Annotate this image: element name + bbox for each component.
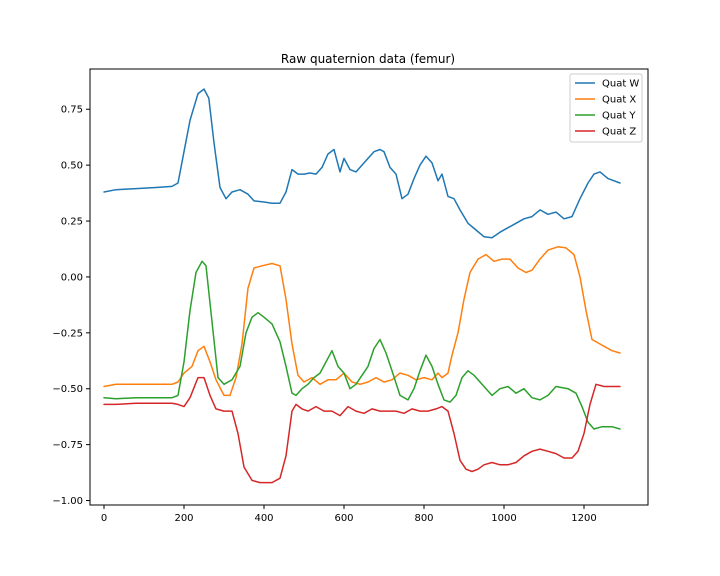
y-tick-label: 0.25 bbox=[61, 217, 83, 228]
legend-box bbox=[569, 73, 643, 143]
x-tick-label: 1000 bbox=[491, 513, 516, 524]
y-tick-label: 0.00 bbox=[61, 272, 83, 283]
legend: Quat W Quat X Quat Y Quat Z bbox=[569, 73, 643, 143]
y-tick-label: −1.00 bbox=[52, 496, 83, 507]
plot-area bbox=[103, 88, 621, 484]
legend-label: Quat Z bbox=[602, 127, 636, 138]
y-tick-label: −0.50 bbox=[52, 384, 83, 395]
y-tick-label: −0.25 bbox=[52, 328, 83, 339]
plot-frame bbox=[89, 68, 649, 506]
y-tick-label: −0.75 bbox=[52, 440, 83, 451]
y-axis: −1.00 −0.75 −0.50 −0.25 0.00 0.25 0.50 0.75 bbox=[52, 105, 90, 507]
legend-label: Quat W bbox=[602, 79, 639, 90]
chart-title: Raw quaternion data (femur) bbox=[281, 52, 455, 66]
x-tick-label: 800 bbox=[414, 513, 433, 524]
series-line-quat-x bbox=[103, 246, 621, 397]
series-line-quat-y bbox=[103, 260, 621, 430]
x-tick-label: 400 bbox=[254, 513, 273, 524]
legend-label: Quat X bbox=[602, 95, 636, 106]
y-tick-label: 0.75 bbox=[61, 105, 83, 116]
series-line-quat-w bbox=[103, 88, 621, 239]
x-tick-label: 1200 bbox=[571, 513, 596, 524]
y-tick-label: 0.50 bbox=[61, 161, 83, 172]
x-axis: 0 200 400 600 800 1000 1200 bbox=[101, 505, 597, 524]
x-tick-label: 200 bbox=[174, 513, 193, 524]
x-tick-label: 600 bbox=[334, 513, 353, 524]
series-line-quat-z bbox=[103, 376, 621, 484]
x-tick-label: 0 bbox=[101, 513, 107, 524]
legend-label: Quat Y bbox=[602, 111, 636, 122]
